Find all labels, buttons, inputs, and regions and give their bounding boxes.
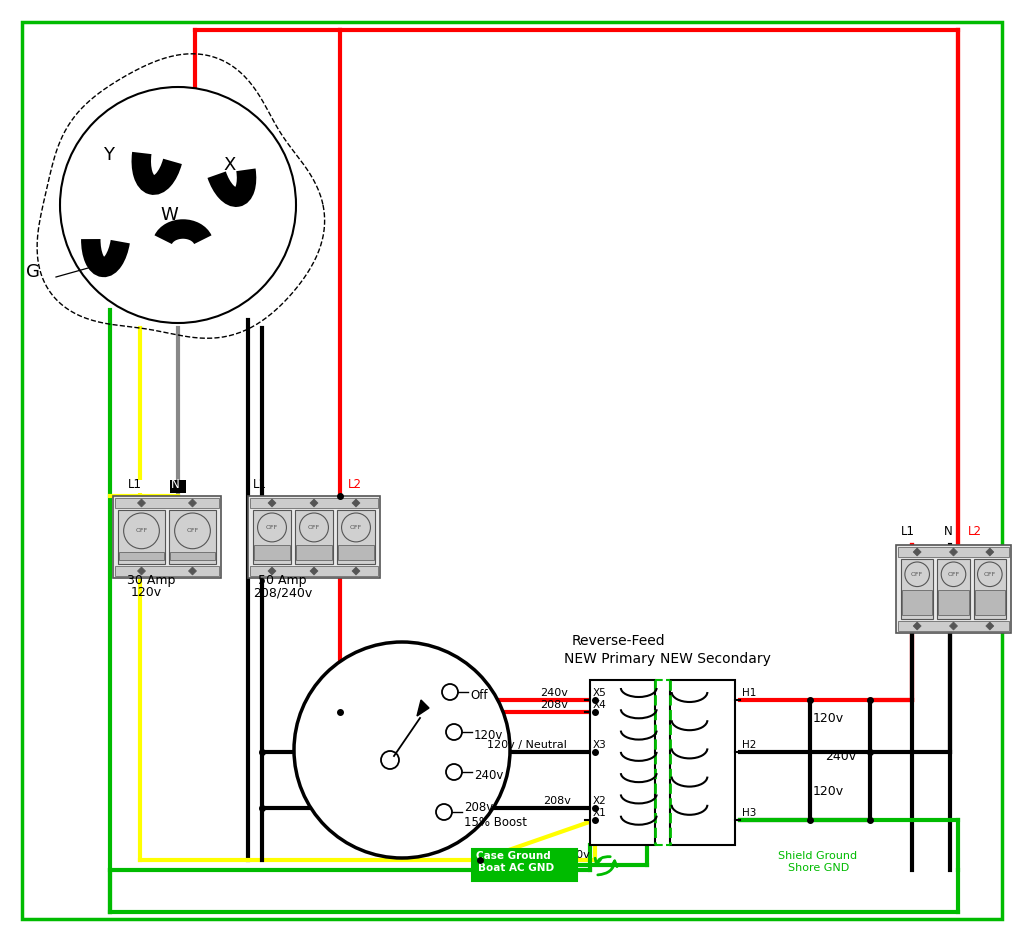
Text: OFF: OFF (350, 525, 362, 530)
Text: L1: L1 (901, 525, 915, 538)
Bar (670, 680, 735, 845)
Bar (590, 680, 655, 845)
Text: G: G (26, 263, 40, 281)
Text: Off: Off (470, 688, 487, 701)
Polygon shape (188, 499, 197, 507)
Bar (250, 566, 378, 576)
Bar (898, 621, 1009, 631)
Bar (296, 545, 332, 560)
Text: OFF: OFF (186, 529, 199, 533)
Bar (118, 510, 165, 564)
Circle shape (294, 642, 510, 858)
Polygon shape (352, 567, 360, 575)
Polygon shape (949, 548, 957, 556)
Text: 30 Amp: 30 Amp (127, 574, 175, 587)
Bar (115, 566, 219, 576)
Text: N: N (944, 525, 952, 538)
Text: OFF: OFF (308, 525, 321, 530)
Text: X5: X5 (593, 688, 607, 698)
Bar (254, 545, 290, 560)
Bar (472, 849, 577, 881)
Text: X1: X1 (593, 808, 607, 818)
Bar (253, 510, 291, 564)
Text: Shore GND: Shore GND (788, 863, 849, 873)
Text: 240v: 240v (474, 768, 504, 781)
Text: OFF: OFF (984, 572, 996, 577)
Bar (337, 510, 375, 564)
Text: 120v: 120v (813, 785, 844, 798)
Text: 120v: 120v (474, 729, 504, 742)
Text: H1: H1 (742, 688, 757, 698)
Bar (170, 552, 215, 560)
Text: Reverse-Feed: Reverse-Feed (571, 634, 665, 648)
Text: 208v
15% Boost: 208v 15% Boost (464, 801, 527, 829)
Polygon shape (949, 622, 957, 630)
Text: 240v: 240v (540, 688, 568, 698)
Bar (295, 510, 333, 564)
Polygon shape (137, 499, 145, 507)
Text: OFF: OFF (947, 572, 959, 577)
Bar (898, 547, 1009, 557)
Polygon shape (310, 499, 318, 507)
Bar (901, 559, 933, 619)
Text: H3: H3 (742, 808, 757, 818)
Polygon shape (310, 567, 318, 575)
Text: 120v / Neutral: 120v / Neutral (487, 740, 567, 750)
Bar (119, 552, 164, 560)
Polygon shape (268, 567, 276, 575)
Polygon shape (913, 622, 922, 630)
Text: L2: L2 (968, 525, 982, 538)
Text: L1: L1 (253, 478, 267, 491)
Text: OFF: OFF (266, 525, 279, 530)
Bar (338, 545, 374, 560)
Text: Case Ground: Case Ground (476, 851, 551, 861)
Text: Shield Ground: Shield Ground (778, 851, 857, 861)
Text: OFF: OFF (135, 529, 147, 533)
Bar (113, 496, 221, 578)
Bar (937, 559, 970, 619)
Text: X3: X3 (593, 740, 607, 750)
Polygon shape (986, 622, 994, 630)
Bar (127, 480, 145, 493)
Bar (902, 590, 932, 615)
Bar (115, 498, 219, 508)
Polygon shape (913, 548, 922, 556)
Bar (975, 590, 1005, 615)
Text: NEW Secondary: NEW Secondary (659, 652, 770, 666)
Text: L2: L2 (348, 478, 362, 491)
Polygon shape (137, 567, 145, 575)
Text: 208v: 208v (543, 796, 570, 806)
Polygon shape (352, 499, 360, 507)
Polygon shape (268, 499, 276, 507)
Bar (938, 590, 969, 615)
Text: 120v: 120v (131, 586, 162, 599)
Polygon shape (188, 567, 197, 575)
Circle shape (60, 87, 296, 323)
Text: 240v: 240v (825, 750, 856, 763)
Bar (248, 496, 380, 578)
Text: X4: X4 (593, 700, 607, 710)
Text: N: N (171, 478, 180, 491)
Text: 208v: 208v (540, 700, 568, 710)
Bar (974, 559, 1006, 619)
Text: 120/240v: 120/240v (538, 850, 591, 860)
Text: W: W (160, 206, 178, 224)
Text: Boat AC GND: Boat AC GND (478, 863, 554, 873)
Text: 208/240v: 208/240v (253, 586, 312, 599)
Bar (170, 480, 186, 493)
Polygon shape (417, 700, 429, 716)
Bar (169, 510, 216, 564)
Text: L1: L1 (128, 478, 142, 491)
Text: Y: Y (103, 146, 114, 164)
Text: X: X (223, 156, 236, 174)
Bar (896, 545, 1011, 633)
Polygon shape (986, 548, 994, 556)
Text: X2: X2 (593, 796, 607, 806)
Text: 50 Amp: 50 Amp (258, 574, 306, 587)
Text: H2: H2 (742, 740, 757, 750)
Text: NEW Primary: NEW Primary (564, 652, 655, 666)
Text: OFF: OFF (911, 572, 924, 577)
Text: 120v: 120v (813, 712, 844, 725)
Bar (250, 498, 378, 508)
